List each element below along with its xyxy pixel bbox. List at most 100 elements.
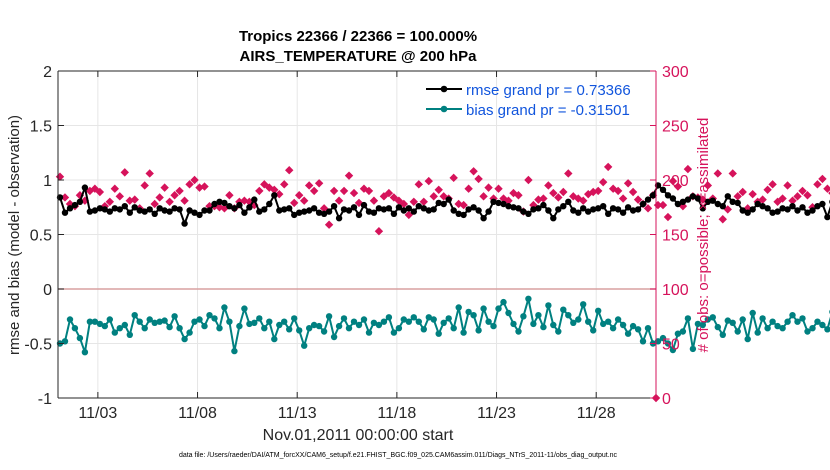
rmse-point [106,208,114,215]
bias-point [555,328,562,335]
rmse-point [191,209,198,216]
rmse-point [739,207,746,214]
rmse-point [86,208,94,215]
rmse-point [540,201,547,209]
x-tick-label: 11/28 [577,405,616,422]
rmse-point [545,207,552,214]
obs-count-point [120,168,129,177]
obs-count-point [539,194,548,203]
rmse-point [515,205,522,212]
bias-point [729,319,736,326]
rmse-point [166,208,173,215]
bias-point [415,318,422,325]
bias-point [166,323,173,331]
rmse-point [694,195,702,202]
y-left-tick-label: -1 [38,391,52,408]
obs-count-point [304,181,314,190]
obs-count-point [309,186,319,196]
rmse-point [794,207,801,214]
rmse-point [644,196,652,203]
rmse-point [320,210,328,217]
rmse-point [699,205,706,212]
bias-point [176,325,183,332]
bias-point [375,321,383,329]
chart-title-line2: AIRS_TEMPERATURE @ 200 hPa [240,48,478,65]
bias-point [206,312,213,319]
obs-count-point [314,179,324,188]
bias-point [664,340,672,347]
obs-count-point [299,196,309,205]
bias-point [669,346,677,354]
rmse-point [570,207,577,214]
rmse-point [744,209,751,216]
rmse-point [330,203,338,210]
obs-count-point [424,176,433,186]
obs-count-point [429,192,438,201]
bias-point [96,320,104,328]
y-right-tick-label: 0 [662,391,671,408]
obs-count-point [718,215,727,224]
obs-count-point [369,196,379,205]
bias-point [600,320,607,328]
rmse-point [370,209,378,216]
bias-point [609,325,617,332]
rmse-point [759,203,766,210]
obs-count-point [175,186,184,196]
rmse-point [196,211,203,219]
obs-count-point [793,192,802,201]
bias-point [749,309,756,317]
obs-count-point [653,200,663,210]
bias-point [724,317,731,324]
rmse-point [634,206,642,213]
bias-point [116,325,124,332]
rmse-point [355,211,363,219]
obs-count-point [145,169,154,178]
obs-count-point [683,164,693,174]
bias-point [291,315,298,322]
bias-point [530,320,537,328]
bias-point [425,314,432,321]
obs-count-point [783,181,792,190]
bias-point [500,298,507,306]
y-right-tick-label: 300 [662,64,689,81]
obs-count-point [100,201,110,211]
obs-count-point [613,186,623,196]
rmse-point [365,208,373,215]
bias-point [256,315,263,322]
rmse-point [769,209,776,216]
rmse-point [176,206,183,213]
obs-count-point [110,184,120,193]
bias-point [784,318,791,325]
rmse-point [649,192,657,199]
rmse-point [639,200,647,208]
axis-layer: -1 -0.5 0 0.5 1 1.5 2 0 50 100 150 200 250 300 11/03 11… [24,64,688,422]
obs-count-point [673,182,683,191]
rmse-point [774,208,781,215]
bias-point [420,326,427,333]
rmse-point [251,196,258,203]
obs-count-point [180,196,189,205]
rmse-point [600,203,607,210]
rmse-point [335,215,343,222]
bias-point [296,327,303,334]
rmse-point [405,205,412,212]
obs-count-point [813,180,822,189]
rmse-point [71,201,79,209]
bias-point [779,325,786,332]
rmse-point [709,197,716,204]
obs-count-point [678,201,688,211]
rmse-point [136,207,143,214]
rmse-point [395,204,403,211]
rmse-point [131,204,138,211]
bias-point [236,322,243,330]
bias-point [156,318,163,325]
legend-rmse-label: rmse grand pr = 0.73366 [466,82,631,99]
y-right-tick-label: 150 [662,228,689,245]
rmse-point [809,207,816,214]
rmse-point [465,206,472,213]
bias-point [271,335,278,343]
rmse-point [525,210,532,217]
bias-point [151,319,158,326]
obs-count-point [225,191,234,200]
bias-point [819,321,826,329]
